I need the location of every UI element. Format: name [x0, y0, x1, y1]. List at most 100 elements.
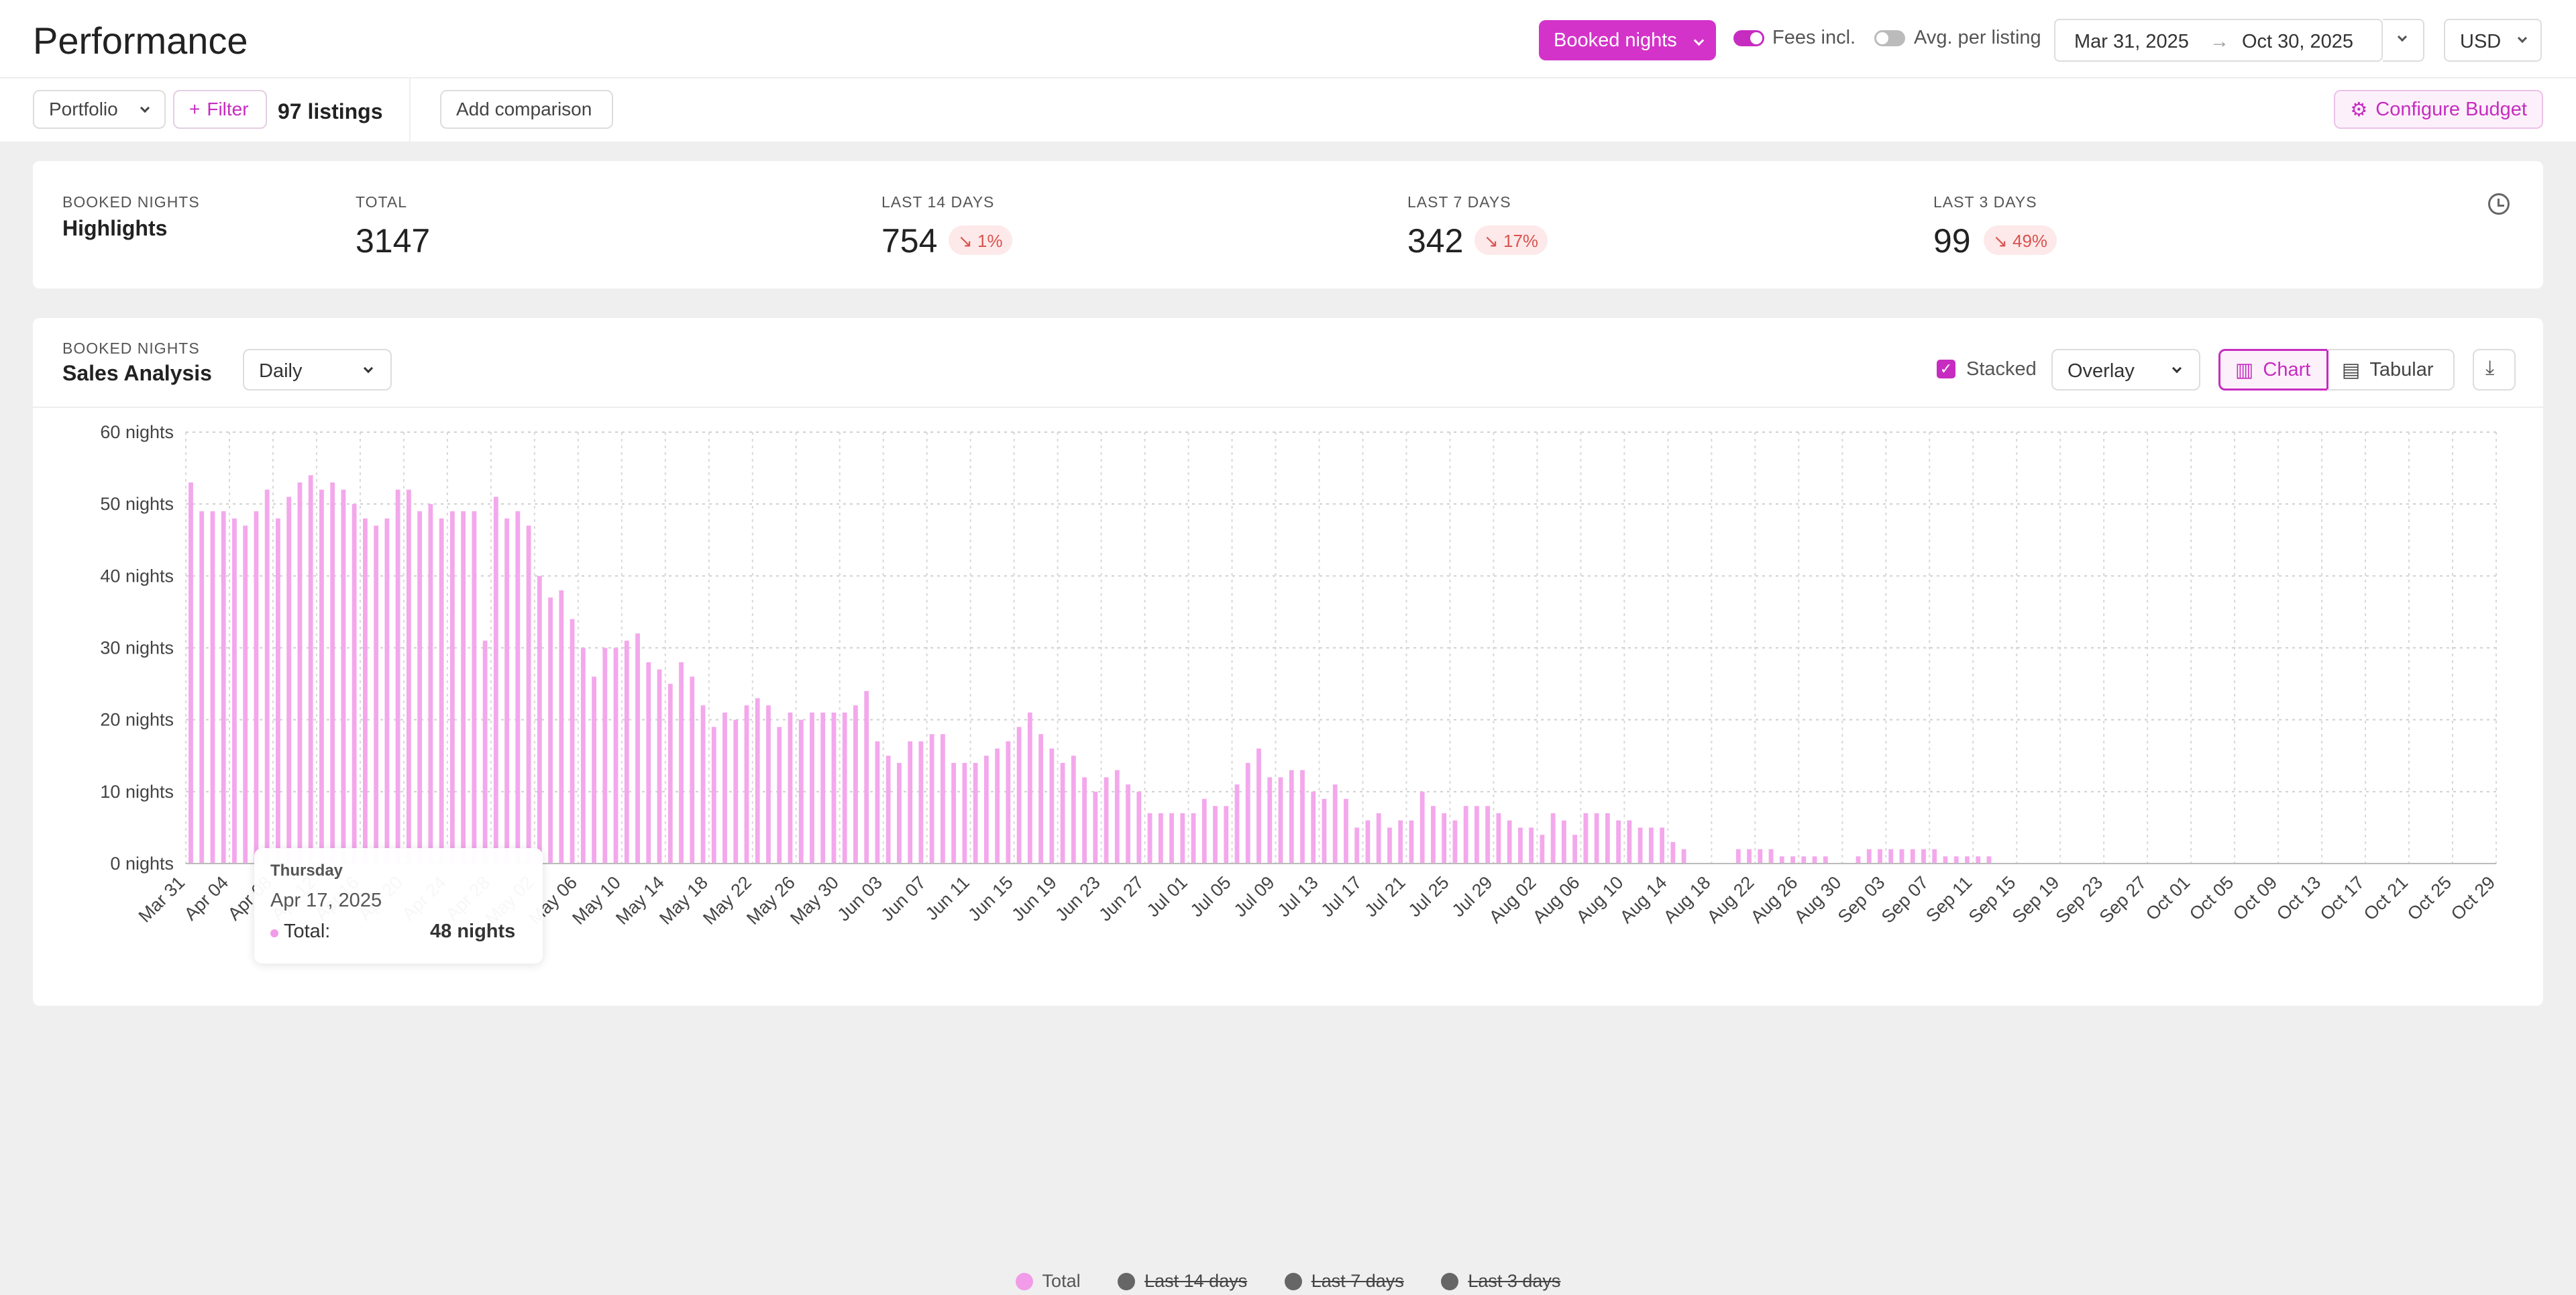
legend-item-total[interactable]: Total [1015, 1271, 1081, 1292]
bar [395, 489, 400, 864]
bar [973, 762, 978, 864]
clock-icon[interactable] [2488, 193, 2510, 215]
x-tick-label: Sep 19 [2008, 872, 2063, 927]
overlay-label: Overlay [2068, 360, 2135, 382]
fees-toggle[interactable] [1733, 30, 1764, 46]
bar [1093, 791, 1098, 864]
x-tick-label: Jun 03 [833, 872, 886, 925]
bar [352, 504, 357, 864]
highlights-card: BOOKED NIGHTS Highlights TOTAL 3147 LAST… [33, 161, 2543, 289]
bar [428, 504, 433, 864]
bar [330, 482, 335, 864]
date-from: Mar 31, 2025 [2074, 31, 2189, 52]
chevron-down-icon [140, 103, 150, 113]
bar [1409, 820, 1414, 864]
overlay-dropdown[interactable]: Overlay [2051, 349, 2200, 391]
bar [472, 511, 477, 864]
x-tick-label: Oct 13 [2273, 872, 2324, 924]
bar [1986, 856, 1992, 864]
bar [1126, 784, 1130, 864]
divider [409, 79, 411, 142]
bar [1910, 849, 1915, 864]
arrow-down-right-icon: ↘ [1484, 231, 1504, 251]
add-comparison-button[interactable]: Add comparison [440, 90, 613, 129]
bar [624, 640, 629, 864]
bar [1856, 856, 1861, 864]
kpi-value-7: 342 [1407, 222, 1464, 260]
bar [983, 756, 989, 864]
arrow-right-icon: → [2210, 31, 2229, 52]
x-tick-label: Jul 13 [1274, 872, 1322, 921]
legend-item-last-3[interactable]: Last 3 days [1441, 1271, 1560, 1292]
bar [1976, 856, 1981, 864]
bar [1517, 827, 1523, 864]
bar [1442, 813, 1447, 864]
chevron-down-icon [2517, 33, 2528, 44]
page-title: Performance [33, 19, 248, 62]
x-tick-label: Oct 25 [2404, 872, 2455, 924]
bar [384, 518, 390, 864]
bar [559, 590, 564, 864]
currency-dropdown[interactable]: USD [2444, 19, 2542, 62]
bar [667, 684, 673, 864]
bar [1104, 777, 1109, 864]
bar [1583, 813, 1589, 864]
bar [657, 669, 662, 864]
bar [1344, 798, 1348, 864]
currency-label: USD [2460, 31, 2502, 52]
download-icon: ⤓ [2485, 357, 2495, 379]
x-tick-label: Aug 10 [1572, 872, 1627, 927]
x-tick-label: Jun 27 [1095, 872, 1148, 925]
bar [1605, 813, 1610, 864]
legend-item-last-14[interactable]: Last 14 days [1118, 1271, 1247, 1292]
bar [864, 690, 869, 864]
legend-item-last-7[interactable]: Last 7 days [1284, 1271, 1404, 1292]
x-tick-label: Sep 15 [1965, 872, 2020, 927]
x-tick-label: Sep 03 [1834, 872, 1889, 927]
kpi-badge-14: ↘ 1% [949, 225, 1012, 255]
date-range-picker[interactable]: Mar 31, 2025 → Oct 30, 2025 [2054, 19, 2383, 62]
bar [700, 705, 706, 864]
date-range-dropdown[interactable] [2383, 19, 2424, 62]
metric-dropdown[interactable]: Booked nights [1539, 20, 1716, 60]
x-tick-label: Jun 23 [1051, 872, 1104, 925]
bar [733, 719, 739, 864]
x-tick-label: Jul 01 [1143, 872, 1191, 921]
y-tick-label: 60 nights [100, 422, 174, 442]
bar [515, 511, 521, 864]
stacked-checkbox[interactable]: ✓ [1937, 360, 1955, 378]
download-button[interactable]: ⤓ [2473, 349, 2516, 391]
avg-per-listing-toggle[interactable] [1874, 30, 1905, 46]
tab-tabular[interactable]: ▤ Tabular [2327, 349, 2455, 391]
bar [1169, 813, 1174, 864]
bar [831, 712, 837, 864]
bar [1452, 820, 1458, 864]
bar [1267, 777, 1273, 864]
x-tick-label: Jun 11 [922, 872, 973, 924]
top-bar: Performance Booked nights Fees incl. Avg… [0, 0, 2576, 78]
bar [297, 482, 303, 864]
filter-button[interactable]: + Filter [173, 90, 267, 129]
bar [908, 741, 913, 864]
bar [1758, 849, 1763, 864]
bar [820, 712, 826, 864]
x-tick-label: Sep 27 [2096, 872, 2151, 927]
bar [362, 518, 368, 864]
bar [1038, 734, 1044, 864]
date-to: Oct 30, 2025 [2242, 31, 2354, 52]
bar [1006, 741, 1011, 864]
bar [679, 662, 684, 864]
portfolio-dropdown[interactable]: Portfolio [33, 90, 166, 129]
x-tick-label: May 30 [786, 872, 843, 929]
tab-chart[interactable]: ▥ Chart [2218, 349, 2328, 391]
configure-budget-button[interactable]: ⚙ Configure Budget [2334, 90, 2543, 129]
bar [1681, 849, 1686, 864]
bar [504, 518, 509, 864]
bar [951, 762, 957, 864]
bar [1278, 777, 1283, 864]
x-tick-label: May 26 [743, 872, 799, 929]
highlights-title: Highlights [62, 216, 168, 240]
x-tick-label: Oct 17 [2316, 872, 2368, 924]
granularity-dropdown[interactable]: Daily [243, 349, 392, 391]
bar [1311, 791, 1316, 864]
